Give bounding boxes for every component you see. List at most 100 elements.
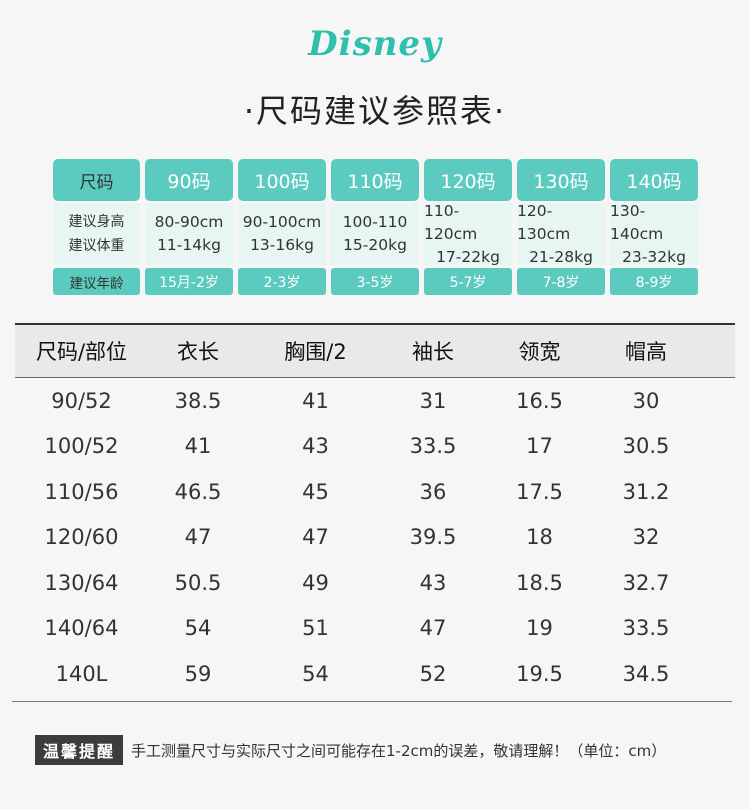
label-weight: 建议体重	[68, 238, 125, 254]
age-value: 2-3岁	[238, 268, 326, 295]
table-cell: 39.5	[409, 525, 457, 550]
table-cell: 110/56	[44, 479, 119, 504]
table-row: 90/52 38.5 41 31 16.5 30	[15, 378, 735, 424]
table-cell: 30	[632, 388, 660, 413]
table-cell: 130/64	[44, 570, 119, 595]
header-collar: 领宽	[518, 340, 561, 364]
table-cell: 52	[419, 661, 447, 686]
table-cell: 45	[302, 479, 329, 504]
table-cell: 140L	[55, 661, 108, 686]
table-cell: 90/52	[51, 388, 112, 413]
size-value: 120码	[424, 159, 512, 201]
size-value: 90码	[145, 159, 233, 201]
age-value: 7-8岁	[517, 268, 605, 295]
table-cell: 16.5	[516, 388, 563, 413]
table-cell: 59	[184, 661, 212, 686]
size-value: 140码	[610, 159, 698, 201]
table-cell: 50.5	[174, 570, 222, 595]
table-row: 130/64 50.5 49 43 18.5 32.7	[15, 560, 735, 606]
table-cell: 31	[419, 388, 447, 413]
header-chest: 胸围/2	[284, 340, 347, 364]
table-cell: 31.2	[622, 479, 670, 504]
table-row: 110/56 46.5 45 36 17.5 31.2	[15, 469, 735, 515]
weight-value: 21-28kg	[529, 247, 593, 266]
table-cell: 17	[526, 434, 553, 459]
table-cell: 47	[184, 525, 212, 550]
reminder-tag: 温馨提醒	[35, 735, 124, 765]
disney-logo: Disney	[308, 24, 442, 64]
height-value: 120-130cm	[517, 201, 571, 243]
size-value: 130码	[517, 159, 605, 201]
table-cell: 30.5	[622, 434, 670, 459]
weight-value: 13-16kg	[250, 236, 314, 254]
measurement-table: 尺码/部位 衣长 胸围/2 袖长 领宽 帽高 90/52 38.5 41 31 …	[15, 323, 735, 697]
header-size-part: 尺码/部位	[35, 340, 128, 364]
size-height-weight: 130-140cm 23-32kg	[610, 201, 698, 266]
size-column: 110码 100-110 15-20kg 3-5岁	[331, 157, 419, 297]
table-cell: 46.5	[174, 479, 222, 504]
table-bottom-divider	[12, 701, 732, 702]
height-value: 110-120cm	[424, 201, 478, 243]
weight-value: 15-20kg	[343, 236, 407, 254]
header-length: 衣长	[177, 340, 219, 364]
table-cell: 43	[302, 434, 329, 459]
size-column: 130码 120-130cm 21-28kg 7-8岁	[517, 157, 605, 297]
age-value: 5-7岁	[424, 268, 512, 295]
table-cell: 18	[526, 525, 553, 550]
height-value: 130-140cm	[610, 201, 664, 243]
table-cell: 38.5	[174, 388, 222, 413]
size-height-weight: 90-100cm 13-16kg	[238, 203, 326, 265]
size-column: 100码 90-100cm 13-16kg 2-3岁	[238, 157, 326, 297]
age-value: 3-5岁	[331, 268, 419, 295]
reminder-text: 手工测量尺寸与实际尺寸之间可能存在1-2cm的误差，敬请理解！（单位：cm）	[131, 741, 667, 760]
table-cell: 100/52	[44, 434, 119, 459]
weight-value: 11-14kg	[157, 236, 221, 254]
size-height-weight: 120-130cm 21-28kg	[517, 201, 605, 266]
table-cell: 32.7	[622, 570, 670, 595]
table-cell: 54	[184, 616, 212, 641]
size-chart-label-column: 尺码 建议身高 建议体重 建议年龄	[53, 157, 140, 297]
table-row: 100/52 41 43 33.5 17 30.5	[15, 424, 735, 470]
reminder-note: 温馨提醒 手工测量尺寸与实际尺寸之间可能存在1-2cm的误差，敬请理解！（单位：…	[35, 735, 667, 765]
size-height-weight: 80-90cm 11-14kg	[145, 203, 233, 265]
size-column: 120码 110-120cm 17-22kg 5-7岁	[424, 157, 512, 297]
table-cell: 36	[419, 479, 447, 504]
table-row: 120/60 47 47 39.5 18 32	[15, 515, 735, 561]
table-cell: 33.5	[622, 616, 670, 641]
table-row: 140L 59 54 52 19.5 34.5	[15, 651, 735, 697]
table-cell: 54	[302, 661, 329, 686]
table-cell: 41	[302, 388, 329, 413]
size-column: 140码 130-140cm 23-32kg 8-9岁	[610, 157, 698, 297]
table-cell: 32	[632, 525, 660, 550]
header-sleeve: 袖长	[412, 340, 454, 364]
age-value: 15月-2岁	[145, 268, 233, 295]
table-header: 尺码/部位 衣长 胸围/2 袖长 领宽 帽高	[15, 323, 735, 378]
table-cell: 34.5	[622, 661, 670, 686]
label-age: 建议年龄	[53, 268, 140, 295]
table-cell: 17.5	[516, 479, 563, 504]
table-cell: 47	[302, 525, 329, 550]
size-height-weight: 100-110 15-20kg	[331, 203, 419, 265]
table-cell: 47	[419, 616, 447, 641]
table-cell: 51	[302, 616, 329, 641]
height-value: 90-100cm	[242, 213, 322, 231]
table-cell: 41	[184, 434, 212, 459]
height-value: 100-110	[342, 213, 408, 231]
size-value: 110码	[331, 159, 419, 201]
size-height-weight: 110-120cm 17-22kg	[424, 201, 512, 266]
age-value: 8-9岁	[610, 268, 698, 295]
table-cell: 43	[419, 570, 447, 595]
table-cell: 120/60	[44, 525, 119, 550]
table-cell: 49	[302, 570, 329, 595]
table-cell: 33.5	[409, 434, 457, 459]
table-cell: 19	[526, 616, 553, 641]
header-hood: 帽高	[625, 340, 667, 364]
size-recommendation-chart: 尺码 建议身高 建议体重 建议年龄 90码 80-90cm 11-14kg 15…	[53, 157, 698, 297]
size-column: 90码 80-90cm 11-14kg 15月-2岁	[145, 157, 233, 297]
table-cell: 18.5	[516, 570, 563, 595]
label-size: 尺码	[53, 159, 140, 201]
weight-value: 17-22kg	[436, 247, 500, 266]
size-value: 100码	[238, 159, 326, 201]
table-cell: 140/64	[44, 616, 119, 641]
weight-value: 23-32kg	[622, 247, 686, 266]
